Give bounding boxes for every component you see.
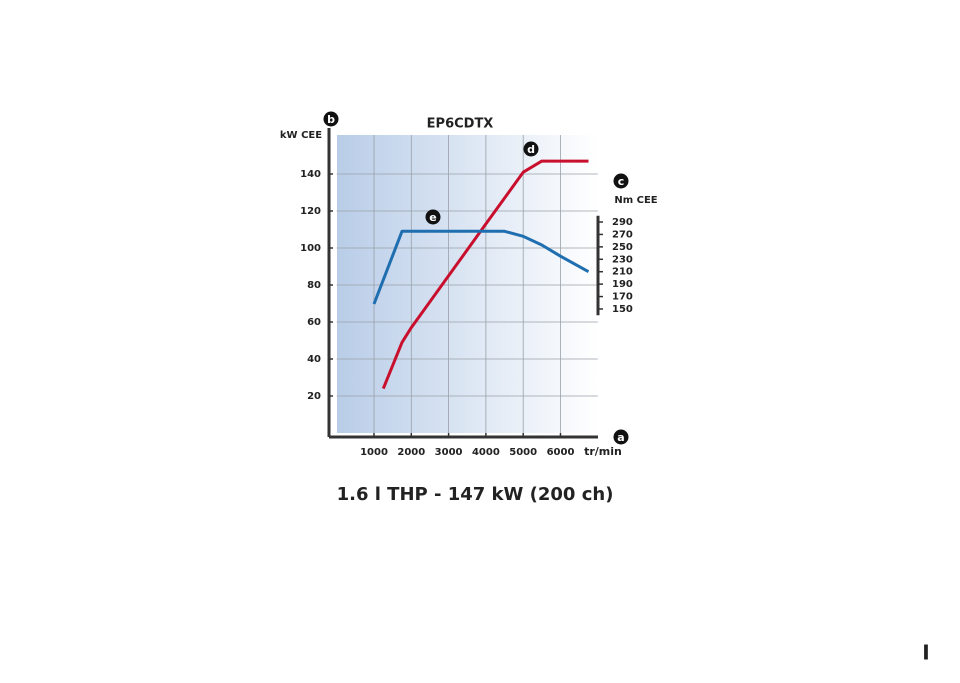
x-axis-letter: a — [617, 431, 624, 444]
y-tick-label: 20 — [307, 391, 321, 402]
y2-tick-label: 270 — [612, 229, 633, 240]
y2-tick-label: 250 — [612, 242, 633, 253]
x-tick-label: 6000 — [547, 447, 575, 458]
y-tick-label: 60 — [307, 317, 321, 328]
chart-title: EP6CDTX — [427, 117, 494, 132]
y2-axis-letter-circle — [613, 173, 629, 189]
series-line — [381, 159, 589, 390]
y-tick-label: 40 — [307, 354, 321, 365]
y2-tick-label: 190 — [612, 279, 633, 290]
y-tick-label: 100 — [300, 243, 321, 254]
series-label-circle — [425, 209, 441, 225]
x-tick-label: 3000 — [435, 447, 463, 458]
series-line — [372, 229, 590, 305]
y2-tick-label: 290 — [612, 217, 633, 228]
series-label: d — [527, 143, 535, 156]
x-axis-label: tr/min — [584, 445, 622, 458]
y2-tick-label: 150 — [612, 304, 633, 315]
y-tick-label: 140 — [300, 169, 321, 180]
y2-axis-label: Nm CEE — [614, 195, 657, 206]
y2-tick-label: 230 — [612, 254, 633, 265]
plot-background — [337, 135, 598, 433]
x-tick-label: 5000 — [509, 447, 537, 458]
x-axis-letter-circle — [613, 429, 629, 445]
y2-tick-label: 170 — [612, 292, 633, 303]
caption: 1.6 l THP - 147 kW (200 ch) — [337, 484, 614, 505]
y-axis-letter-circle — [323, 111, 339, 127]
y-axis-label: kW CEE — [280, 130, 322, 141]
x-tick-label: 4000 — [472, 447, 500, 458]
series-label: e — [429, 211, 436, 224]
series-label-circle — [523, 141, 539, 157]
y-tick-label: 80 — [307, 280, 321, 291]
x-tick-label: 1000 — [360, 447, 388, 458]
y-axis-letter: b — [327, 113, 335, 126]
y-tick-label: 120 — [300, 206, 321, 217]
page-marker: I — [922, 641, 929, 665]
y2-axis-letter: c — [618, 175, 625, 188]
x-tick-label: 2000 — [397, 447, 425, 458]
y2-tick-label: 210 — [612, 267, 633, 278]
